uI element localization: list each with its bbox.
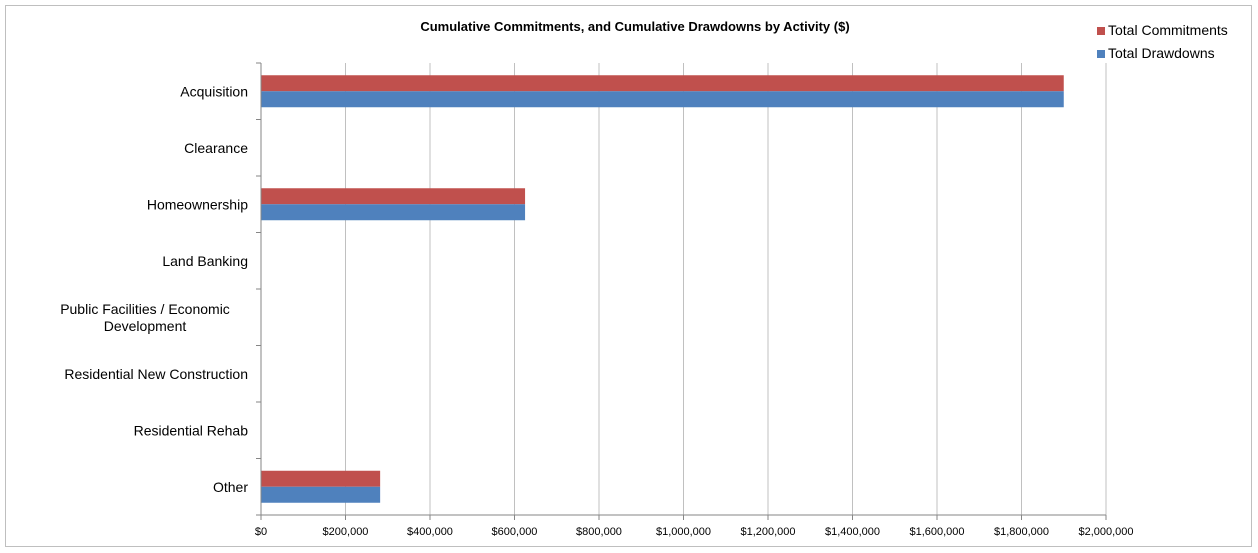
axes xyxy=(256,62,1107,520)
legend: Total Commitments Total Drawdowns xyxy=(1097,22,1228,61)
y-axis-ticks: Acquisition Clearance Homeownership Land Ba… xyxy=(60,83,248,495)
x-tick-label: $800,000 xyxy=(576,526,622,538)
gridlines xyxy=(345,63,1107,515)
x-tick-label: $600,000 xyxy=(492,526,538,538)
y-category-label: Residential Rehab xyxy=(134,422,249,438)
y-category-label: Residential New Construction xyxy=(64,366,248,382)
y-category-label: Homeownership xyxy=(147,196,248,212)
x-tick-label: $200,000 xyxy=(323,526,369,538)
x-tick-label: $1,600,000 xyxy=(909,526,964,538)
bar-total-commitments xyxy=(261,188,526,205)
bar-total-drawdowns xyxy=(261,486,381,503)
bar-total-commitments xyxy=(261,75,1064,92)
x-tick-label: $1,200,000 xyxy=(740,526,795,538)
y-category-label: Development xyxy=(104,318,187,334)
x-tick-label: $2,000,000 xyxy=(1078,526,1133,538)
x-tick-label: $0 xyxy=(255,526,267,538)
bar-total-drawdowns xyxy=(261,91,1064,108)
chart-title: Cumulative Commitments, and Cumulative D… xyxy=(420,19,849,34)
x-tick-label: $1,400,000 xyxy=(825,526,880,538)
y-category-label: Acquisition xyxy=(180,83,248,99)
y-category-label: Other xyxy=(213,479,248,495)
x-axis-ticks: $0 $200,000 $400,000 $600,000 $800,000 $1,000… xyxy=(255,526,1134,538)
bar-total-drawdowns xyxy=(261,204,526,221)
legend-label: Total Commitments xyxy=(1108,22,1228,38)
y-category-label: Clearance xyxy=(184,140,248,156)
y-category-label: Land Banking xyxy=(162,253,248,269)
legend-swatch xyxy=(1097,50,1105,58)
x-tick-label: $1,800,000 xyxy=(994,526,1049,538)
bar-total-commitments xyxy=(261,470,381,487)
y-category-label: Public Facilities / Economic xyxy=(60,301,230,317)
x-tick-label: $1,000,000 xyxy=(656,526,711,538)
legend-swatch xyxy=(1097,27,1105,35)
x-tick-label: $400,000 xyxy=(407,526,453,538)
bars xyxy=(261,75,1064,503)
legend-label: Total Drawdowns xyxy=(1108,45,1215,61)
